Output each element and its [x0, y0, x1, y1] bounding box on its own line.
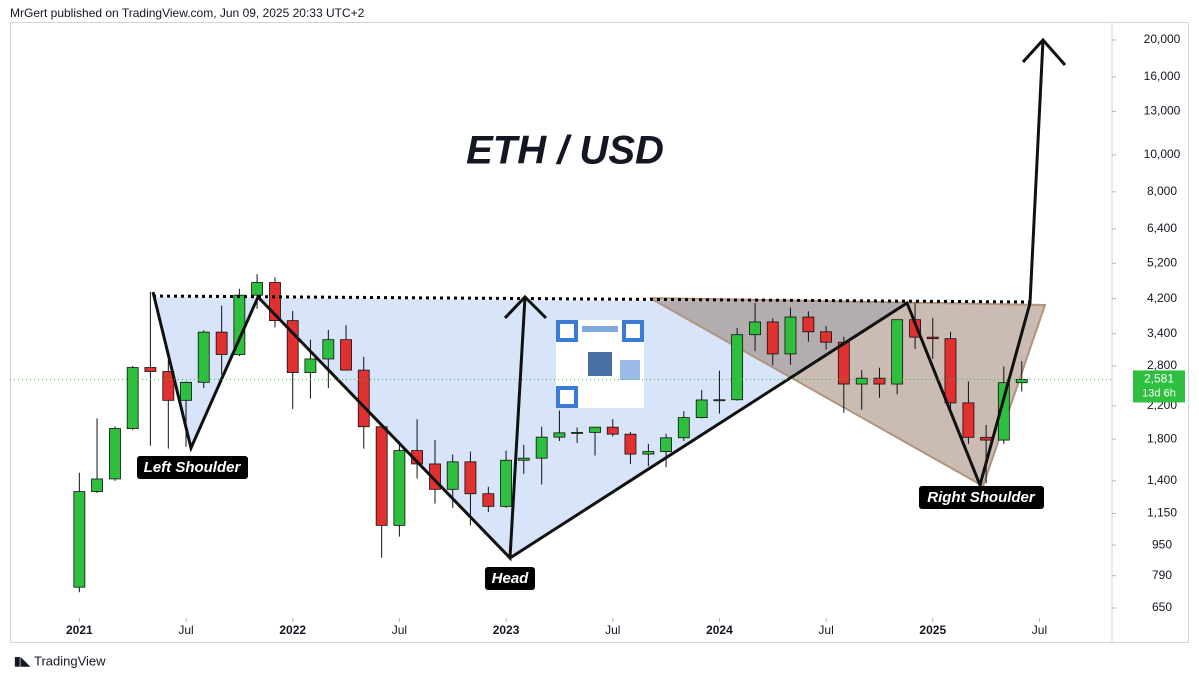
candle-body: [197, 331, 210, 383]
candle-body: [837, 341, 850, 385]
annotation: Head: [492, 570, 530, 587]
y-tick-label: 1,150: [1147, 506, 1177, 520]
candle-body: [109, 428, 121, 480]
candle-body: [162, 371, 175, 401]
y-tick-label: 13,000: [1144, 104, 1181, 118]
candle-body: [642, 451, 655, 455]
arrow-head: [1021, 37, 1067, 66]
y-tick-label: 790: [1152, 568, 1172, 582]
publisher: MrGert published on TradingView.com, Jun…: [10, 6, 365, 20]
candle-body: [286, 320, 299, 373]
y-tick-label: 16,000: [1144, 69, 1181, 83]
y-tick-label: 6,400: [1147, 221, 1177, 235]
candle-body: [251, 282, 263, 296]
candle-body: [820, 331, 833, 343]
candle-body: [997, 382, 1010, 441]
candle-body: [357, 369, 370, 428]
candle-body: [126, 367, 139, 429]
y-tick-label: 10,000: [1144, 147, 1181, 161]
x-tick-label: Jul: [818, 623, 833, 637]
candle-body: [749, 321, 761, 336]
candle-body: [144, 367, 157, 372]
candle-body: [873, 377, 886, 385]
candle-body: [322, 339, 335, 360]
price-label: 2,581: [1144, 372, 1174, 386]
y-tick-label: 20,000: [1144, 32, 1181, 46]
y-tick-label: 3,400: [1147, 326, 1177, 340]
candle-body: [269, 282, 281, 322]
candle-body: [393, 450, 406, 526]
candle-body: [944, 338, 957, 404]
candle-body: [926, 336, 939, 340]
candle-body: [535, 436, 548, 459]
x-tick-label: 2021: [66, 623, 93, 637]
label-box: [485, 567, 535, 590]
panel-border: [10, 22, 1189, 643]
candle-body: [304, 358, 317, 373]
x-tick-label: 2023: [493, 623, 520, 637]
x-tick-label: Jul: [1032, 623, 1047, 637]
candle-body: [677, 417, 690, 439]
x-tick-label: 2024: [706, 623, 733, 637]
x-tick-label: 2025: [919, 623, 946, 637]
logo: ▮◣: [14, 654, 31, 668]
y-tick-label: 950: [1152, 537, 1172, 551]
candle-body: [340, 339, 352, 371]
candle-body: [215, 331, 228, 355]
candle-body: [464, 461, 477, 495]
x-tick-label: Jul: [392, 623, 407, 637]
candle-body: [180, 381, 192, 401]
candle-body: [980, 436, 993, 441]
trend-line: [151, 291, 527, 562]
candle-body: [766, 321, 779, 355]
candle-body: [500, 459, 512, 507]
trend-line: [509, 39, 1045, 560]
y-tick-label: 5,200: [1147, 255, 1177, 269]
candle-body: [571, 431, 584, 434]
candle-body: [73, 491, 86, 588]
candle-body: [446, 461, 459, 490]
label-box: [919, 486, 1044, 509]
candle-body: [784, 316, 797, 355]
footer-brand: TradingView: [34, 653, 106, 668]
price-label-box: [1133, 370, 1185, 403]
label-box: [137, 456, 248, 479]
candle-body: [855, 377, 868, 385]
candle-body: [891, 319, 904, 385]
y-tick-label: 4,200: [1147, 291, 1177, 305]
candle-body: [1015, 379, 1028, 384]
candle-body: [553, 432, 566, 438]
y-tick-label: 8,000: [1147, 184, 1177, 198]
x-tick-label: Jul: [605, 623, 620, 637]
y-tick-label: 1,800: [1147, 431, 1177, 445]
candle-body: [624, 433, 637, 455]
candle-body: [660, 437, 672, 452]
y-tick-label: 650: [1152, 600, 1172, 614]
candle-body: [589, 426, 601, 433]
x-tick-label: 2022: [279, 623, 306, 637]
candle-body: [713, 399, 726, 402]
candle-body: [695, 399, 708, 418]
candle-body: [517, 457, 530, 461]
candle-body: [375, 426, 388, 526]
candle-body: [91, 478, 103, 492]
y-tick-label: 2,800: [1147, 358, 1177, 372]
qr-code: [556, 320, 644, 408]
x-tick-label: Jul: [178, 623, 193, 637]
countdown: 13d 6h: [1142, 387, 1176, 399]
candle-body: [482, 493, 495, 507]
y-tick-label: 1,400: [1147, 473, 1177, 487]
annotation: Right Shoulder: [927, 489, 1036, 506]
neckline: [152, 294, 1031, 304]
candle-body: [802, 316, 815, 333]
candle-body: [731, 334, 744, 401]
candle-body: [606, 426, 619, 435]
arrow-head: [503, 294, 548, 320]
candle-body: [962, 402, 975, 438]
chart-title: ETH / USD: [466, 129, 664, 173]
annotation: Left Shoulder: [144, 459, 242, 476]
